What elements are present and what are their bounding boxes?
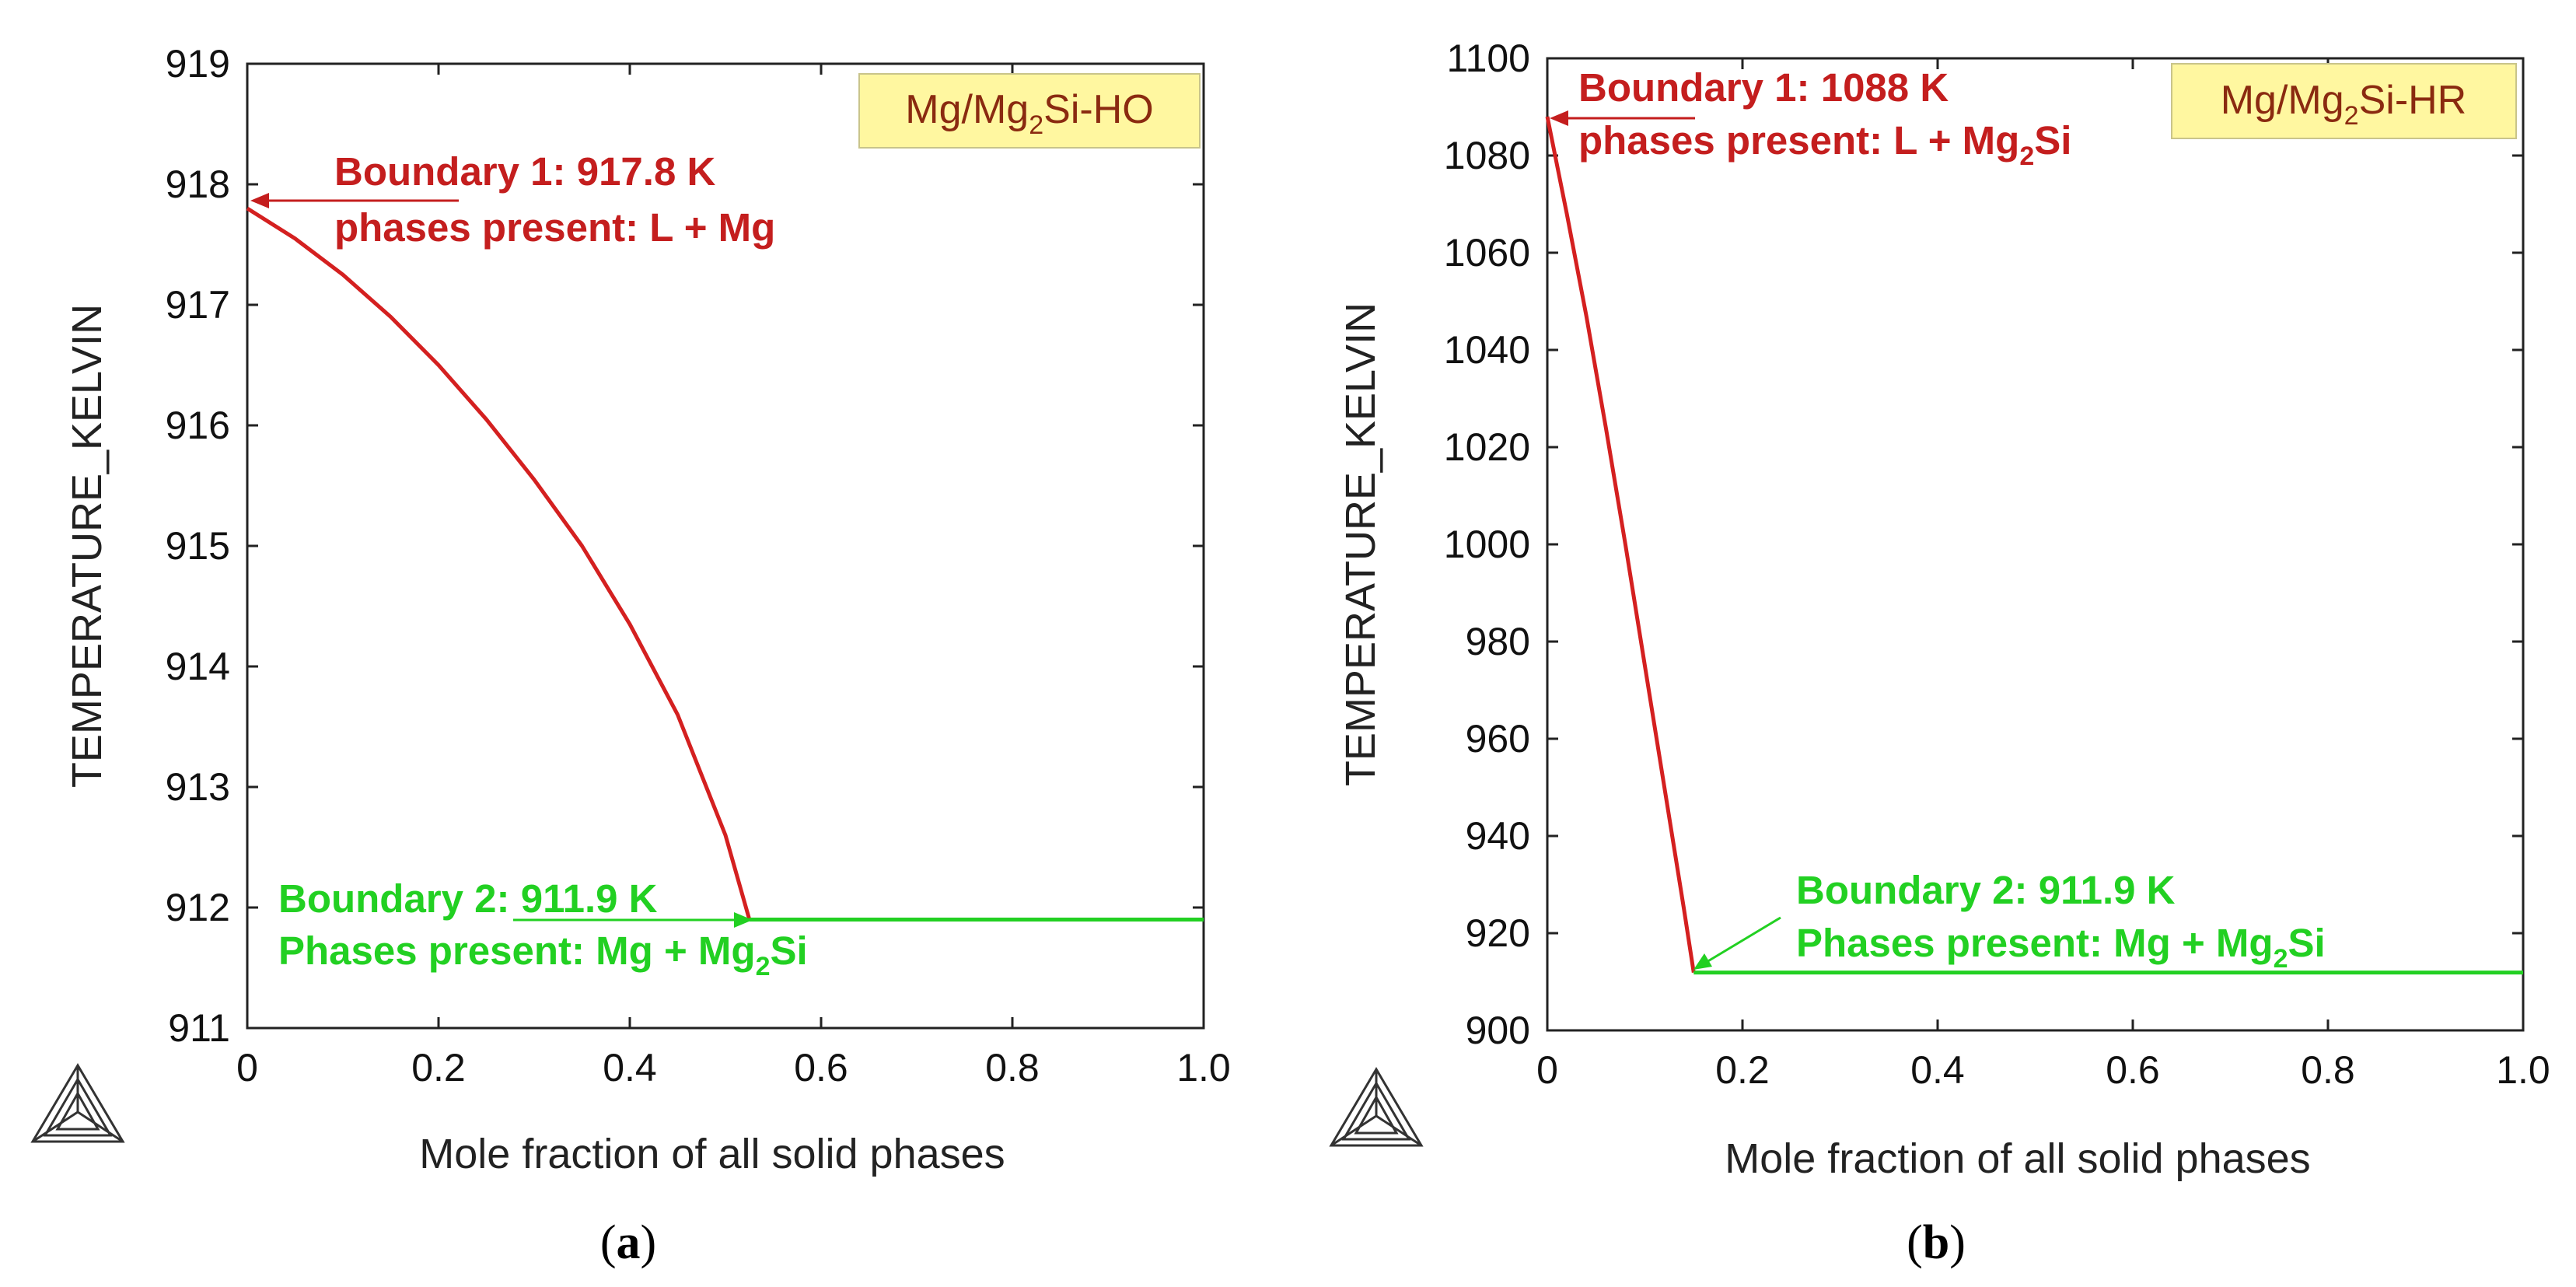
panel-caption-close: )	[1949, 1216, 1966, 1269]
y-tick-label: 919	[166, 42, 230, 86]
thermocalc-logo-icon	[1329, 1067, 1424, 1147]
annotation-boundary-1: Boundary 1: 917.8 K phases present: L + …	[250, 149, 775, 250]
panel-caption-close: )	[641, 1216, 657, 1269]
annotation-arrow-head	[1693, 953, 1712, 970]
tick-marks	[1546, 57, 2525, 1032]
x-tick-label: 0.8	[2301, 1048, 2355, 1092]
y-tick-label: 1040	[1444, 328, 1530, 372]
sample-label-pre: Mg/Mg	[2221, 78, 2344, 123]
y-tick-label: 1100	[1446, 37, 1530, 80]
x-tick-labels: 0 0.2 0.4 0.6 0.8 1.0	[1536, 1048, 2550, 1092]
annotation-boundary-1: Boundary 1: 1088 K phases present: L + M…	[1550, 65, 2071, 171]
sample-label-box	[858, 73, 1201, 149]
x-tick-label: 0	[236, 1046, 258, 1089]
annotation-line-2: Phases present: Mg + Mg2Si	[278, 929, 808, 981]
sample-label-sub: 2	[1029, 110, 1043, 140]
y-tick-label: 960	[1466, 717, 1530, 761]
annotation-line-2: Phases present: Mg + Mg2Si	[1796, 921, 2326, 974]
annotation-line-2-sub: 2	[2274, 944, 2288, 974]
y-tick-labels: 911 912 913 914 915 916 917 918 919	[166, 42, 230, 1050]
annotation-line-2-pre: phases present: L + Mg	[334, 205, 775, 250]
annotation-line-1: Boundary 2: 911.9 K	[1796, 868, 2176, 912]
annotation-arrow-head	[250, 193, 269, 208]
x-tick-label: 0.2	[1715, 1048, 1770, 1092]
annotation-line-2-post: Si	[2288, 921, 2326, 965]
sample-label: Mg/Mg2Si-HO	[905, 87, 1153, 140]
y-tick-label: 916	[166, 404, 230, 447]
annotation-line-2-post: Si	[2034, 118, 2071, 163]
x-tick-label: 0.4	[1910, 1048, 1965, 1092]
annotation-boundary-2: Boundary 2: 911.9 K Phases present: Mg +…	[1693, 868, 2326, 974]
annotation-line-2-pre: phases present: L + Mg	[1578, 118, 2019, 163]
y-tick-label: 900	[1466, 1009, 1530, 1052]
sample-label-post: Si-HO	[1043, 87, 1154, 132]
y-tick-label: 917	[166, 283, 230, 327]
x-tick-label: 0.8	[985, 1046, 1040, 1089]
annotation-boundary-2: Boundary 2: 911.9 K Phases present: Mg +…	[278, 876, 808, 981]
y-tick-label: 915	[166, 524, 230, 568]
y-tick-label: 912	[166, 886, 230, 929]
panel-caption-open: (	[1907, 1216, 1923, 1269]
y-tick-label: 940	[1466, 814, 1530, 858]
panel-b-chart: 900920940960980100010201040106010801100 …	[1329, 37, 2550, 1269]
sample-label: Mg/Mg2Si-HR	[2221, 78, 2467, 131]
x-axis-label: Mole fraction of all solid phases	[1725, 1135, 2310, 1182]
annotation-line-2-post: Si	[771, 929, 808, 973]
annotation-line-2: phases present: L + Mg	[334, 205, 775, 250]
annotation-arrow-line	[1702, 916, 1781, 966]
x-tick-label: 1.0	[1176, 1046, 1231, 1089]
annotation-line-2-pre: Phases present: Mg + Mg	[278, 929, 756, 973]
panel-caption: (a)	[600, 1216, 656, 1269]
x-axis-label: Mole fraction of all solid phases	[419, 1131, 1005, 1177]
annotation-line-1: Boundary 2: 911.9 K	[278, 876, 658, 921]
sample-label-pre: Mg/Mg	[905, 87, 1029, 132]
x-tick-label: 0.2	[411, 1046, 466, 1089]
y-tick-label: 918	[166, 163, 230, 206]
x-tick-label: 0	[1536, 1048, 1558, 1092]
sample-label-sub: 2	[2344, 101, 2359, 131]
thermocalc-logo-icon	[30, 1063, 125, 1143]
data-series	[246, 206, 1204, 922]
y-tick-labels: 900 920 940 960 980 1000 1020 1040 1060 1080 1100	[1444, 37, 1530, 1052]
x-tick-label: 0.4	[603, 1046, 657, 1089]
annotation-line-2-sub: 2	[756, 952, 771, 981]
annotation-line-1: Boundary 1: 917.8 K	[334, 149, 715, 194]
y-tick-label: 920	[1466, 911, 1530, 955]
y-tick-label: 1060	[1444, 231, 1530, 275]
sample-label-box	[2171, 63, 2517, 139]
x-tick-labels: 0 0.2 0.4 0.6 0.8 1.0	[236, 1046, 1231, 1089]
x-tick-label: 1.0	[2496, 1048, 2550, 1092]
y-tick-label: 911	[168, 1006, 230, 1050]
annotation-line-2-pre: Phases present: Mg + Mg	[1796, 921, 2274, 965]
panel-caption-open: (	[600, 1216, 617, 1269]
data-series	[1545, 116, 2523, 975]
y-tick-label: 1080	[1444, 134, 1530, 177]
panel-caption-letter: a	[617, 1216, 641, 1269]
annotation-arrow-head	[734, 912, 753, 928]
annotation-line-2: phases present: L + Mg2Si	[1578, 118, 2071, 171]
y-axis-label: TEMPERATURE_KELVIN	[64, 304, 110, 788]
annotation-arrow-head	[1550, 110, 1568, 126]
y-tick-label: 914	[166, 645, 230, 688]
y-axis-label: TEMPERATURE_KELVIN	[1337, 303, 1384, 786]
x-tick-label: 0.6	[2106, 1048, 2160, 1092]
panel-a-chart: 911 912 913 914 915 916 917 918 919 0 0.2 0.4 0.6 0.…	[30, 42, 1231, 1269]
annotation-line-1: Boundary 1: 1088 K	[1578, 65, 1949, 110]
sample-label-post: Si-HR	[2359, 78, 2467, 123]
y-tick-label: 1020	[1444, 425, 1530, 469]
y-tick-label: 913	[166, 765, 230, 809]
panel-caption-letter: b	[1923, 1216, 1949, 1269]
annotation-line-2-sub: 2	[2019, 142, 2034, 171]
series-line-l-mg	[246, 206, 752, 921]
tick-marks	[246, 62, 1205, 1030]
series-line-l-mg2si	[1545, 116, 1696, 973]
panel-caption: (b)	[1907, 1216, 1966, 1269]
y-tick-label: 980	[1466, 620, 1530, 663]
y-tick-label: 1000	[1444, 523, 1530, 566]
x-tick-label: 0.6	[794, 1046, 848, 1089]
